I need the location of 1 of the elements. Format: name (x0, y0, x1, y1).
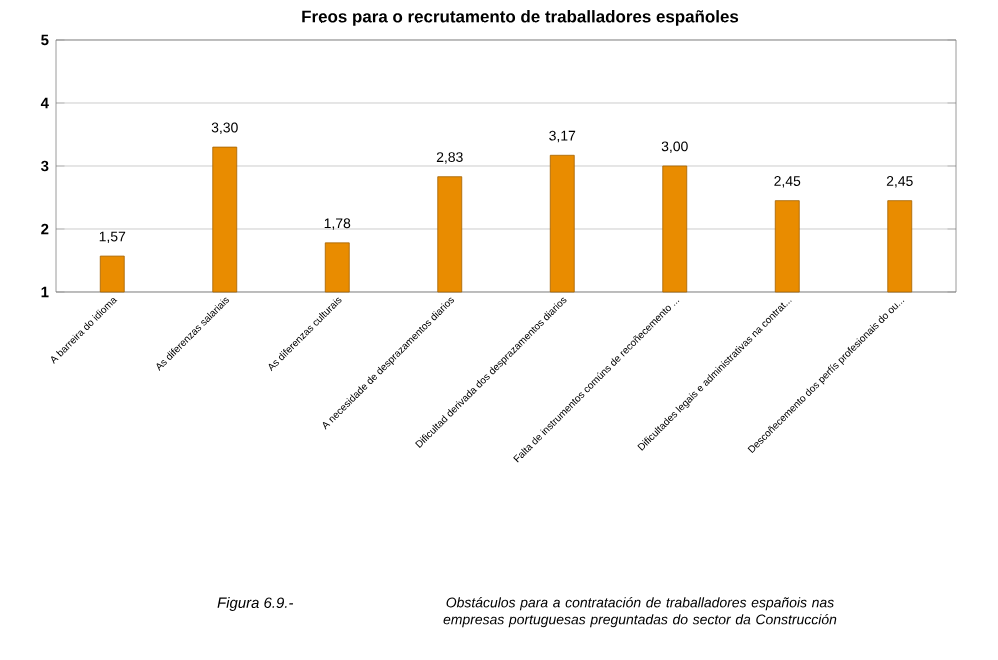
chart-title: Freos para o recrutamento de traballadores españoles (302, 10, 739, 26)
